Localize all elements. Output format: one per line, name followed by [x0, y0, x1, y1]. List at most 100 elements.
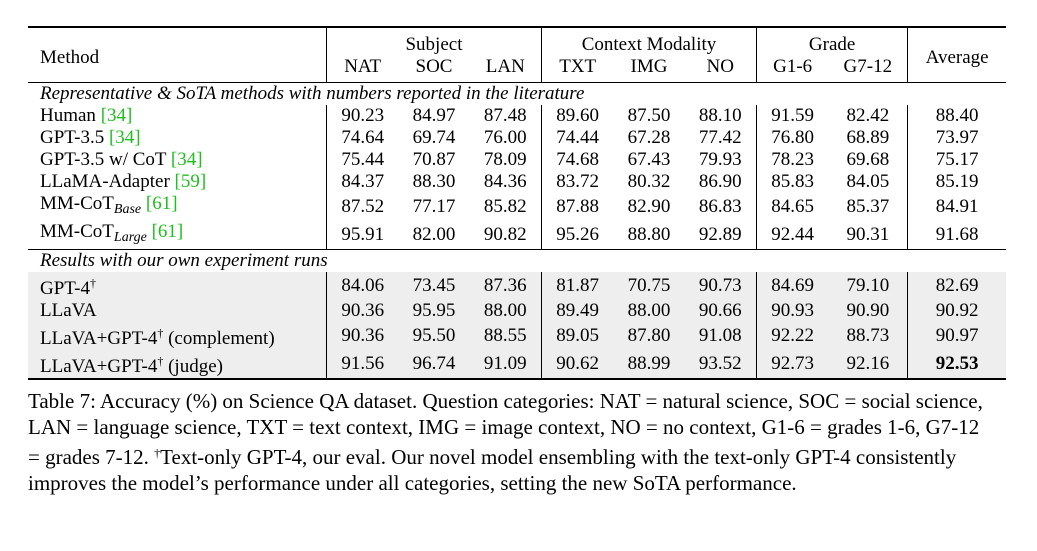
value-cell: 95.50: [398, 322, 470, 350]
method-suffix: (complement): [163, 328, 275, 349]
dagger-mark: †: [157, 326, 164, 340]
value-cell: 86.90: [698, 171, 742, 192]
value-cell: 84.36: [483, 171, 527, 192]
table-row: MM-CoTBase [61] 87.52 77.17 85.82 87.88 82.90…: [28, 193, 1006, 221]
dagger-mark: †: [157, 354, 164, 368]
value-cell: 90.66: [684, 300, 757, 322]
method-name: GPT-3.5: [40, 127, 105, 148]
value-cell: 77.17: [412, 196, 456, 217]
value-cell: 92.73: [755, 350, 829, 379]
value-cell: 90.73: [684, 272, 757, 300]
method-name-cell: GPT-4†: [28, 272, 327, 300]
value-cell: 78.23: [755, 149, 829, 171]
value-cell: 88.73: [828, 322, 908, 350]
caption-part-2: Text-only GPT-4, our eval. Our novel mod…: [28, 445, 957, 495]
value-cell: 87.36: [469, 272, 542, 300]
average-header: Average: [907, 27, 1006, 83]
method-name: GPT-4: [40, 278, 90, 299]
citation-link[interactable]: [61]: [145, 193, 178, 214]
section-title: Results with our own experiment runs: [40, 250, 328, 271]
value-cell: 68.89: [846, 127, 890, 148]
citation-link[interactable]: [34]: [108, 127, 141, 148]
value-cell: 87.80: [613, 322, 685, 350]
value-cell: 89.49: [540, 300, 614, 322]
citation-link[interactable]: [61]: [151, 221, 184, 242]
value-cell: 87.52: [326, 193, 399, 221]
value-cell: 85.37: [846, 196, 890, 217]
value-cell: 92.16: [828, 350, 908, 379]
average-cell: 82.69: [907, 272, 1006, 300]
method-name: MM-CoT: [40, 221, 114, 242]
method-name-cell: LLaVA+GPT-4† (judge): [28, 350, 327, 379]
method-name-cell: MM-CoTLarge [61]: [28, 221, 327, 250]
table-row: GPT-4† 84.06 73.45 87.36 81.87 70.75 90.73 84.6…: [28, 272, 1006, 300]
group-header-subject: Subject: [326, 27, 542, 56]
value-cell: 90.93: [755, 300, 829, 322]
value-cell: 93.52: [684, 350, 757, 379]
value-cell: 82.90: [627, 196, 671, 217]
value-cell: 82.42: [846, 105, 890, 126]
value-cell: 95.26: [540, 221, 614, 250]
value-cell: 92.22: [755, 322, 829, 350]
average-cell: 88.40: [907, 105, 1006, 127]
value-cell: 79.93: [698, 149, 742, 170]
average-cell: 73.97: [907, 127, 1006, 149]
value-cell: 85.82: [483, 196, 527, 217]
method-name: MM-CoT: [40, 193, 114, 214]
value-cell: 91.56: [326, 350, 399, 379]
table-row: LLaVA 90.36 95.95 88.00 89.49 88.00 90.66 90.93…: [28, 300, 1006, 322]
column-header: LAN: [485, 56, 525, 77]
value-cell: 91.08: [684, 322, 757, 350]
table-row: GPT-3.5 [34] 74.64 69.74 76.00 74.44 67.28 77.…: [28, 127, 1006, 149]
method-name: LLaMA-Adapter: [40, 171, 170, 192]
method-name-cell: GPT-3.5 [34]: [28, 127, 327, 149]
method-name-cell: MM-CoTBase [61]: [28, 193, 327, 221]
average-cell: 84.91: [907, 193, 1006, 221]
value-cell: 84.06: [326, 272, 399, 300]
average-cell: 90.97: [907, 322, 1006, 350]
value-cell: 90.23: [326, 105, 399, 127]
method-name: LLaVA: [40, 300, 97, 321]
citation-link[interactable]: [34]: [170, 149, 203, 170]
value-cell: 75.44: [326, 149, 399, 171]
value-cell: 85.83: [755, 171, 829, 193]
method-name-cell: Human [34]: [28, 105, 327, 127]
value-cell: 88.55: [469, 322, 542, 350]
method-subscript: Base: [113, 202, 142, 217]
citation-link[interactable]: [34]: [100, 105, 133, 126]
results-table: Method Subject Context Modality Grade Av…: [28, 26, 1006, 380]
citation-link[interactable]: [59]: [174, 171, 207, 192]
value-cell: 81.87: [540, 272, 614, 300]
value-cell: 88.99: [613, 350, 685, 379]
value-cell: 92.89: [698, 224, 742, 245]
column-header: SOC: [415, 56, 453, 77]
value-cell: 69.68: [846, 149, 890, 170]
value-cell: 88.10: [698, 105, 742, 126]
column-header: IMG: [630, 56, 668, 77]
header-row-groups: Method Subject Context Modality Grade Av…: [28, 27, 1006, 83]
group-header-context: Context Modality: [540, 27, 757, 56]
value-cell: 74.64: [326, 127, 399, 149]
average-cell: 90.92: [907, 300, 1006, 322]
value-cell: 80.32: [627, 171, 671, 192]
value-cell: 84.05: [846, 171, 890, 192]
value-cell: 90.62: [540, 350, 614, 379]
table-row: GPT-3.5 w/ CoT [34] 75.44 70.87 78.09 74.68 6…: [28, 149, 1006, 171]
method-header: Method: [40, 47, 100, 68]
value-cell: 76.80: [755, 127, 829, 149]
method-name: LLaVA+GPT-4: [40, 356, 158, 377]
table-body: Representative & SoTA methods with numbe…: [28, 82, 1006, 379]
column-header: NAT: [326, 56, 399, 83]
value-cell: 86.83: [698, 196, 742, 217]
value-cell: 88.00: [469, 300, 542, 322]
method-name: LLaVA+GPT-4: [40, 328, 158, 349]
table-row: MM-CoTLarge [61] 95.91 82.00 90.82 95.26 88.8…: [28, 221, 1006, 250]
value-cell: 70.87: [412, 149, 456, 170]
caption-dagger: †: [154, 446, 161, 460]
value-cell: 69.74: [412, 127, 456, 148]
table-row: LLaVA+GPT-4† (judge) 91.56 96.74 91.09 90.62…: [28, 350, 1006, 379]
method-name-cell: GPT-3.5 w/ CoT [34]: [28, 149, 327, 171]
value-cell: 73.45: [398, 272, 470, 300]
column-header: NO: [706, 56, 734, 77]
caption-part-1: Table 7: Accuracy (%) on Science QA data…: [28, 389, 983, 469]
